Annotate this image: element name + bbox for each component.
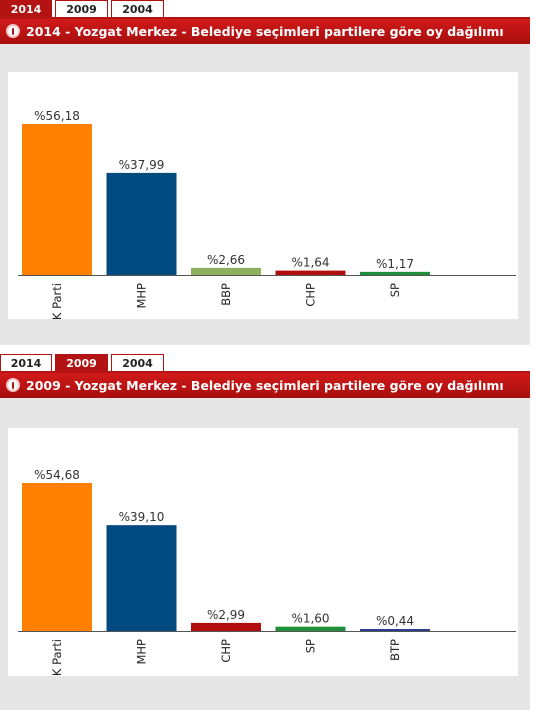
data-label: %1,60 — [291, 612, 329, 626]
bar-mhp — [106, 172, 177, 275]
data-label: %1,64 — [291, 256, 329, 270]
panel-2014: 2014 2009 2004 2014 - Yozgat Merkez - Be… — [0, 0, 530, 345]
tab-underline — [0, 17, 530, 19]
data-label: %54,68 — [34, 468, 80, 482]
chart-title-bar: 2009 - Yozgat Merkez - Belediye seçimler… — [0, 373, 530, 398]
bar-ak-parti — [22, 124, 92, 275]
data-label: %39,10 — [119, 510, 165, 524]
tab-2004[interactable]: 2004 — [111, 0, 164, 17]
year-tabs: 2014 2009 2004 — [0, 354, 530, 373]
tab-2014[interactable]: 2014 — [0, 0, 52, 17]
chart-title: 2009 - Yozgat Merkez - Belediye seçimler… — [26, 378, 504, 393]
x-tick-label: SP — [388, 283, 402, 297]
x-tick-label: AK Parti — [50, 639, 64, 676]
bar-mhp — [106, 525, 177, 631]
year-tabs: 2014 2009 2004 — [0, 0, 530, 19]
data-label: %37,99 — [119, 158, 165, 172]
chart-background: %54,68 AK Parti %39,10 MHP %2,99 CHP %1,60 SP %0… — [0, 398, 530, 710]
x-tick-label: BTP — [388, 639, 402, 661]
bar-chp — [275, 270, 346, 275]
tab-2004[interactable]: 2004 — [111, 354, 164, 371]
data-label: %2,66 — [207, 253, 245, 267]
panel-2009: 2014 2009 2004 2009 - Yozgat Merkez - Be… — [0, 354, 530, 715]
x-tick-label: CHP — [304, 283, 318, 307]
bar-sp — [360, 271, 430, 275]
bar-chart-2009: %54,68 AK Parti %39,10 MHP %2,99 CHP %1,60 SP %0… — [18, 468, 516, 684]
chart-plot-area: %54,68 AK Parti %39,10 MHP %2,99 CHP %1,60 SP %0… — [8, 428, 518, 684]
data-label: %2,99 — [207, 608, 245, 622]
x-tick-label: MHP — [135, 639, 149, 665]
x-tick-label: BBP — [219, 283, 233, 306]
tab-2014[interactable]: 2014 — [0, 354, 52, 371]
bar-sp — [275, 626, 346, 631]
x-tick-label: AK Parti — [50, 283, 64, 319]
bar-chp — [191, 622, 261, 631]
bar-btp — [360, 629, 430, 631]
tab-underline — [0, 371, 530, 373]
chart-title: 2014 - Yozgat Merkez - Belediye seçimler… — [26, 24, 504, 39]
data-label: %0,44 — [376, 614, 414, 628]
tab-2009[interactable]: 2009 — [55, 354, 108, 371]
info-icon — [6, 24, 20, 38]
bar-bbp — [191, 267, 261, 275]
data-label: %56,18 — [34, 109, 80, 123]
tab-2009[interactable]: 2009 — [55, 0, 108, 17]
chart-background: %56,18 AK Parti %37,99 MHP %2,66 BBP %1,64 CHP%… — [0, 44, 530, 345]
x-tick-label: CHP — [219, 639, 233, 663]
x-tick-label: SP — [304, 639, 318, 653]
info-icon — [6, 378, 20, 392]
chart-title-bar: 2014 - Yozgat Merkez - Belediye seçimler… — [0, 19, 530, 44]
data-label: %1,17 — [376, 257, 414, 271]
bar-ak-parti — [22, 483, 92, 631]
chart-plot-area: %56,18 AK Parti %37,99 MHP %2,66 BBP %1,64 CHP%… — [8, 72, 518, 328]
x-tick-label: MHP — [135, 283, 149, 309]
bar-chart-2014: %56,18 AK Parti %37,99 MHP %2,66 BBP %1,64 CHP%… — [18, 109, 516, 328]
